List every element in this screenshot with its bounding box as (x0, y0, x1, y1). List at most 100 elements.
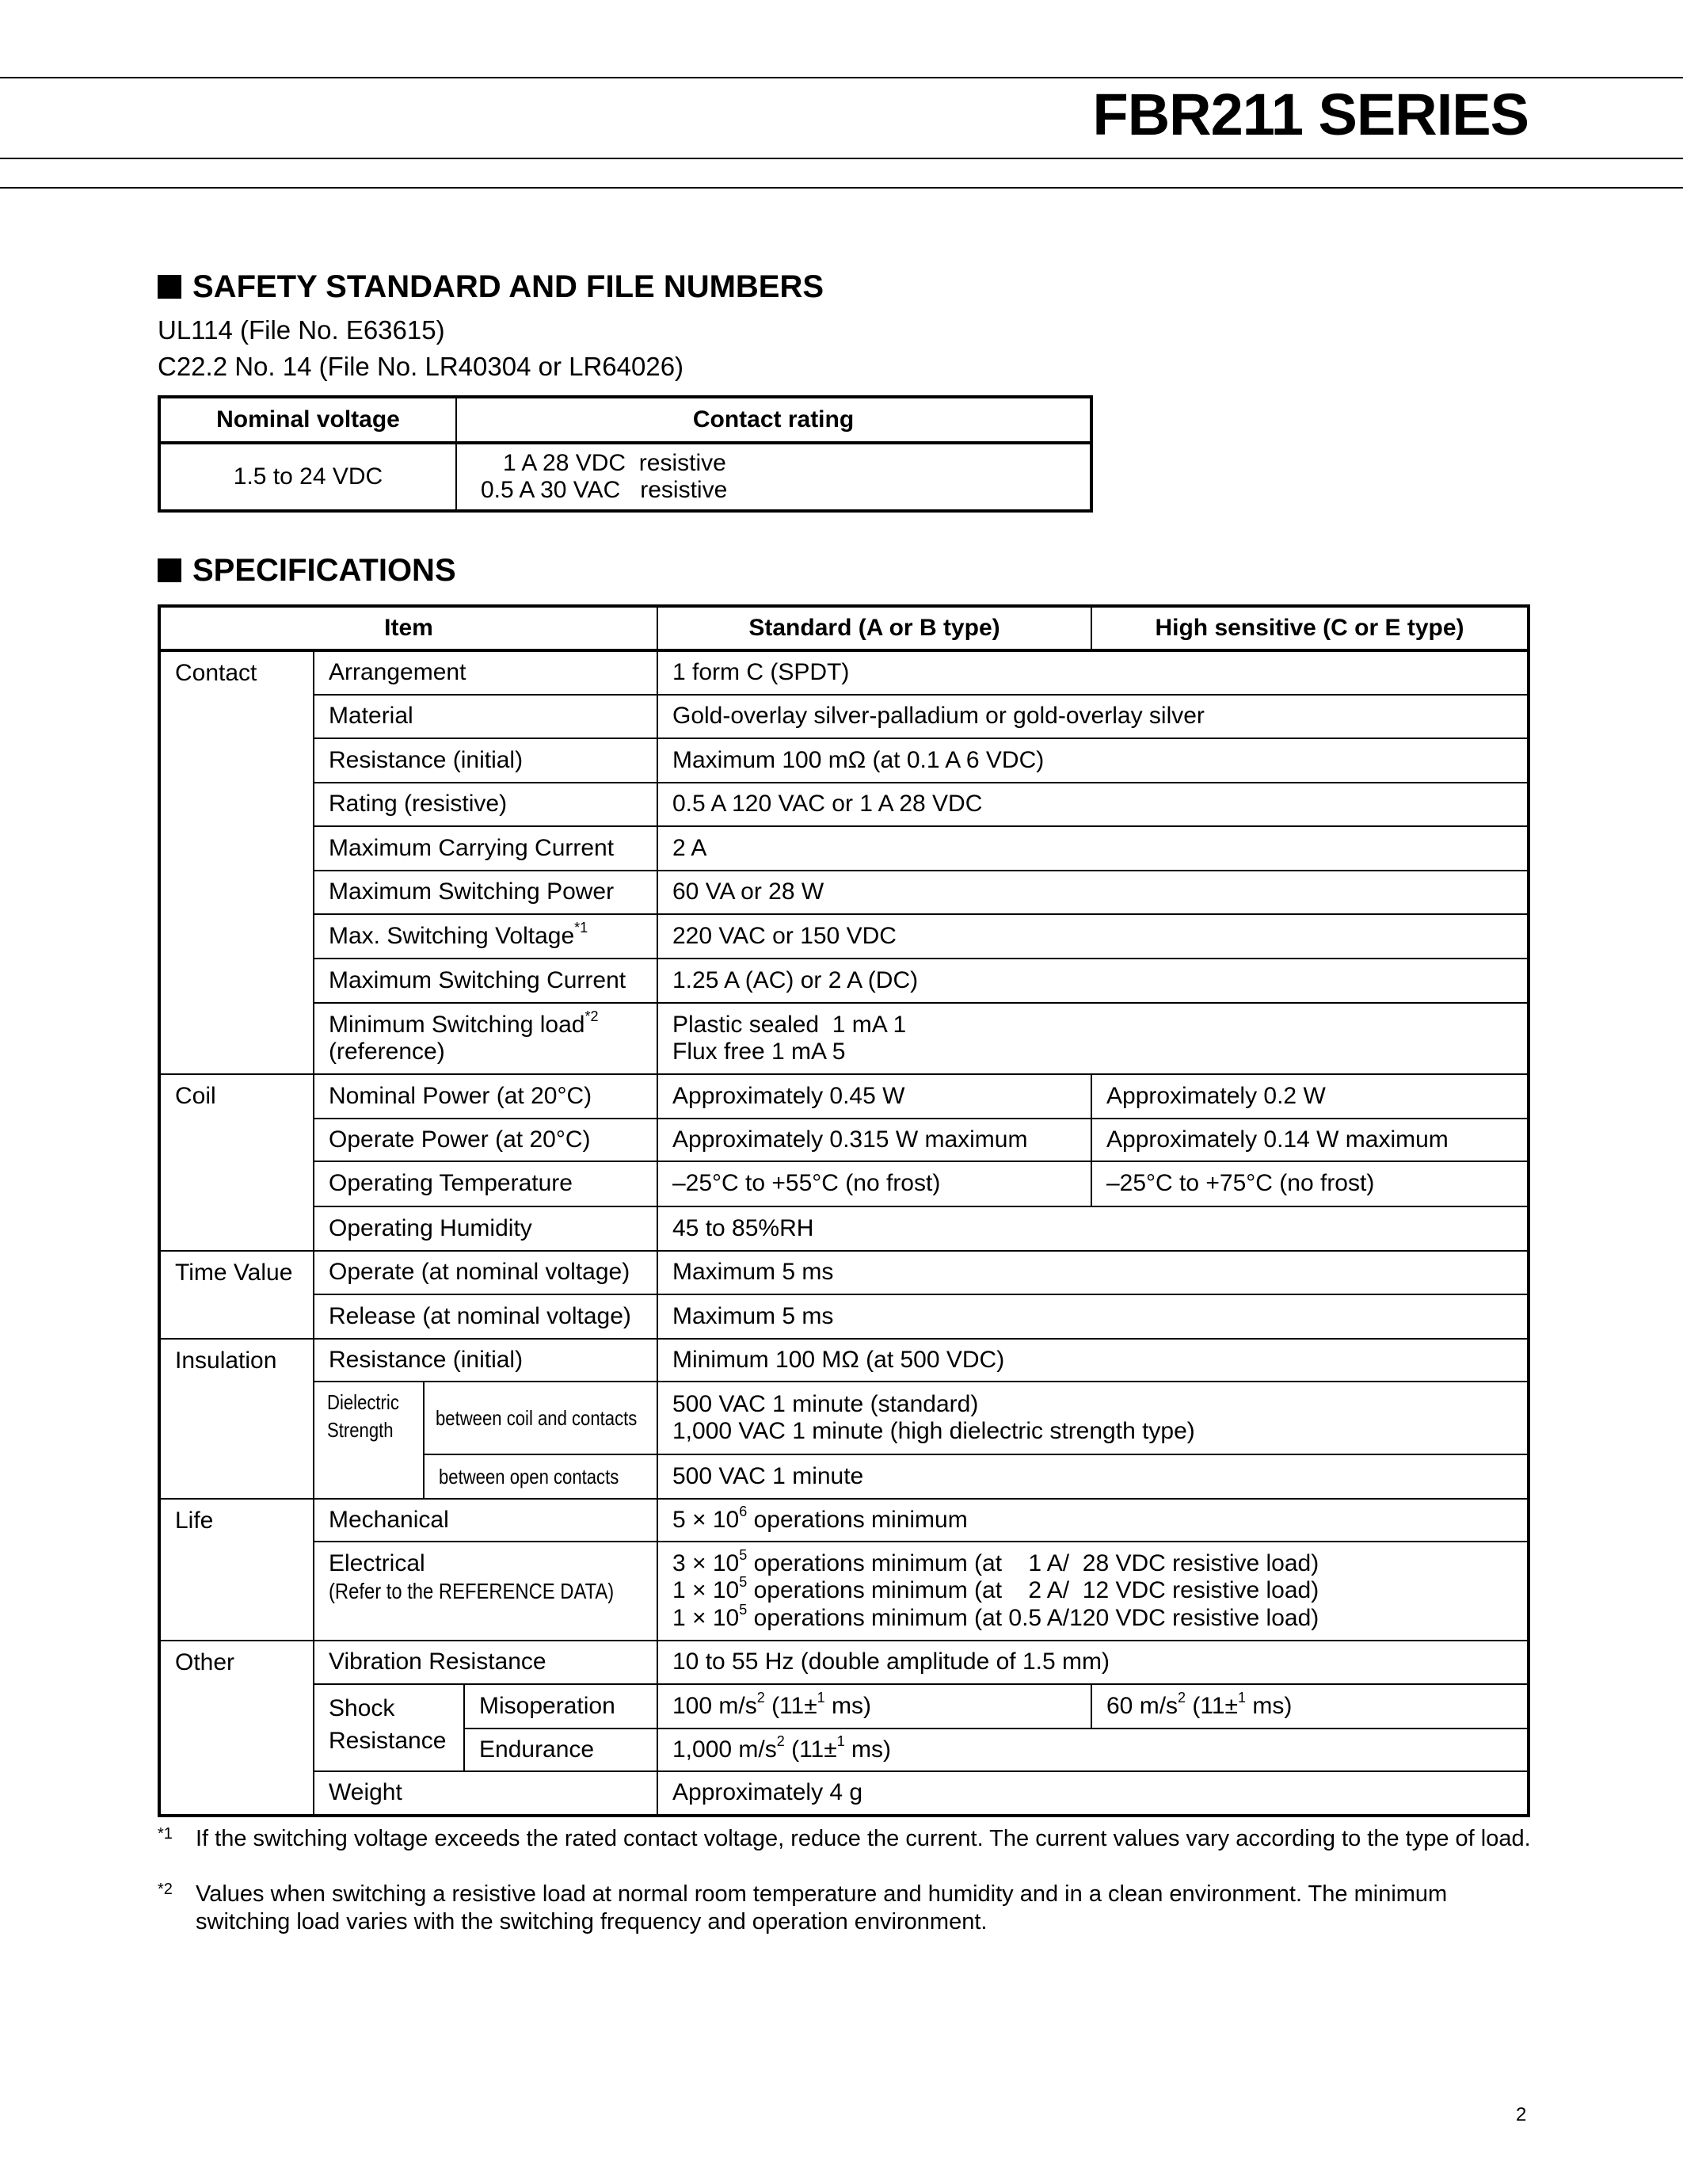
item-value: 500 VAC 1 minute (standard) 1,000 VAC 1 m… (657, 1381, 1529, 1455)
value-line: 1,000 VAC 1 minute (high dielectric stre… (672, 1418, 1195, 1444)
exponent: 1 (1237, 1689, 1246, 1706)
item-value: Plastic sealed 1 mA 1 Flux free 1 mA 5 (657, 1002, 1529, 1075)
exponent: 1 (836, 1732, 845, 1749)
footnote-text: If the switching voltage exceeds the rat… (196, 1826, 1531, 1851)
value-text: (11± (1186, 1692, 1238, 1719)
item-label: Mechanical (313, 1498, 658, 1542)
footnote-ref: *2 (584, 1008, 599, 1024)
label-text: Electrical (329, 1550, 425, 1576)
value-text: (11± (784, 1736, 837, 1763)
page-number: 2 (1516, 2104, 1527, 2125)
header-standard: Standard (A or B type) (657, 605, 1092, 652)
footnote-ref: *1 (574, 919, 588, 936)
item-label: Max. Switching Voltage*1 (313, 913, 658, 959)
item-label: Minimum Switching load*2 (reference) (313, 1002, 658, 1075)
standard-value: –25°C to +55°C (no frost) (657, 1161, 1092, 1207)
table-row: Life Mechanical 5 × 106 operations minimum (158, 1498, 1529, 1641)
value-text: operations minimum (at 2 A/ 12 VDC resis… (747, 1577, 1319, 1604)
header-high-sensitive: High sensitive (C or E type) (1091, 605, 1529, 652)
high-sensitive-value: Approximately 0.2 W (1091, 1073, 1529, 1119)
item-value: Minimum 100 MΩ (at 500 VDC) (657, 1338, 1529, 1382)
item-value: 2 A (657, 825, 1529, 871)
label-text: Minimum Switching load (329, 1011, 585, 1038)
csa-file-number: C22.2 No. 14 (File No. LR40304 or LR6402… (158, 352, 684, 381)
item-value: 220 VAC or 150 VDC (657, 913, 1529, 959)
label-text: between open contacts (439, 1464, 619, 1488)
item-value: Approximately 4 g (657, 1770, 1529, 1816)
label-text: (Refer to the REFERENCE DATA) (329, 1578, 615, 1603)
label-text: Max. Switching Voltage (329, 922, 575, 949)
top-rule (0, 77, 1683, 78)
table-row: Contact Arrangement 1 form C (SPDT) (158, 650, 1529, 1075)
label-text: between coil and contacts (436, 1405, 638, 1430)
table-row: Time Value Operate (at nominal voltage) Ma… (158, 1250, 1529, 1340)
rating-table: Nominal voltage Contact rating 1.5 to 24 … (158, 395, 1093, 513)
table-row: Electrical (Refer to the REFERENCE DATA) … (159, 1541, 1529, 1641)
item-value: 1,000 m/s2 (11±1 ms) (657, 1728, 1529, 1772)
exponent: 2 (776, 1732, 785, 1749)
rating-line: 1 A 28 VDC resistive (503, 449, 726, 476)
item-value: 1.25 A (AC) or 2 A (DC) (657, 958, 1529, 1004)
label-text: Resistance (329, 1728, 447, 1755)
value-text: operations minimum (747, 1506, 968, 1533)
header-nominal-voltage: Nominal voltage (158, 396, 457, 444)
table-row: Maximum Switching Current 1.25 A (AC) or … (159, 958, 1529, 1004)
item-label: Maximum Switching Current (313, 958, 658, 1004)
footnote-2: *2 Values when switching a resistive load… (158, 1881, 1532, 1936)
value-text: ms) (824, 1692, 872, 1719)
item-label: Operating Temperature (313, 1161, 658, 1207)
table-row: Dielectric Strength between coil and conta… (159, 1381, 1529, 1500)
item-label: Arrangement (313, 650, 658, 696)
rating-line: 0.5 A 30 VAC resistive (481, 477, 728, 503)
value-text: 1 × 10 (672, 1604, 740, 1631)
item-value: 3 × 105 operations minimum (at 1 A/ 28 V… (657, 1541, 1529, 1641)
high-sensitive-value: 60 m/s2 (11±1 ms) (1091, 1683, 1529, 1729)
table-row: between open contacts 500 VAC 1 minute (159, 1454, 1529, 1500)
item-value: 45 to 85%RH (657, 1206, 1529, 1252)
ul-file-number: UL114 (File No. E63615) (158, 315, 445, 345)
value-line: 3 × 105 operations minimum (at 1 A/ 28 V… (672, 1546, 1527, 1578)
item-label: Electrical (Refer to the REFERENCE DATA) (313, 1541, 658, 1641)
standard-value: Approximately 0.315 W maximum (657, 1118, 1092, 1162)
square-bullet-icon (158, 558, 181, 582)
item-value: 10 to 55 Hz (double amplitude of 1.5 mm) (657, 1640, 1529, 1685)
dielectric-strength-label: Dielectric Strength (313, 1381, 425, 1500)
item-value: 500 VAC 1 minute (657, 1454, 1529, 1500)
value-text: operations minimum (at 1 A/ 28 VDC resis… (747, 1549, 1319, 1576)
exponent: 2 (1178, 1689, 1186, 1706)
table-row: Release (at nominal voltage) Maximum 5 ms (159, 1294, 1529, 1340)
group-other: Other (158, 1640, 314, 1816)
item-label: Material (313, 694, 658, 739)
group-time-value: Time Value (158, 1250, 314, 1340)
item-value: Gold-overlay silver-palladium or gold-ov… (657, 694, 1529, 739)
item-value: 0.5 A 120 VAC or 1 A 28 VDC (657, 782, 1529, 827)
exponent: 5 (739, 1574, 748, 1591)
item-label: Operate (at nominal voltage) (313, 1250, 658, 1295)
square-bullet-icon (158, 275, 181, 299)
item-value: Maximum 100 mΩ (at 0.1 A 6 VDC) (657, 738, 1529, 783)
item-label: Resistance (initial) (313, 1338, 658, 1382)
table-row: Material Gold-overlay silver-palladium or… (159, 694, 1529, 739)
item-label: Operating Humidity (313, 1206, 658, 1252)
table-row: Operating Temperature –25°C to +55°C (no … (159, 1161, 1529, 1207)
high-sensitive-value: –25°C to +75°C (no frost) (1091, 1161, 1529, 1207)
exponent: 5 (739, 1546, 748, 1563)
item-label: between open contacts (423, 1454, 658, 1500)
item-value: 1 form C (SPDT) (657, 650, 1529, 696)
item-label: Release (at nominal voltage) (313, 1294, 658, 1340)
value-text: 1 × 10 (672, 1577, 740, 1604)
item-label: Operate Power (at 20°C) (313, 1118, 658, 1162)
title-rule-lower (0, 187, 1683, 189)
table-row: Operating Humidity 45 to 85%RH (159, 1206, 1529, 1252)
footnote-mark: *2 (158, 1881, 173, 1898)
footnote-text: Values when switching a resistive load a… (196, 1881, 1448, 1934)
item-label: Misoperation (463, 1683, 658, 1729)
item-label: Weight (313, 1770, 658, 1816)
standard-value: 100 m/s2 (11±1 ms) (657, 1683, 1092, 1729)
item-value: 60 VA or 28 W (657, 870, 1529, 915)
footnote-mark: *1 (158, 1825, 173, 1843)
value-text: ms) (1246, 1692, 1293, 1719)
table-row: Other Vibration Resistance 10 to 55 Hz (do… (158, 1640, 1529, 1816)
exponent: 2 (756, 1689, 765, 1706)
item-label: Maximum Carrying Current (313, 825, 658, 871)
